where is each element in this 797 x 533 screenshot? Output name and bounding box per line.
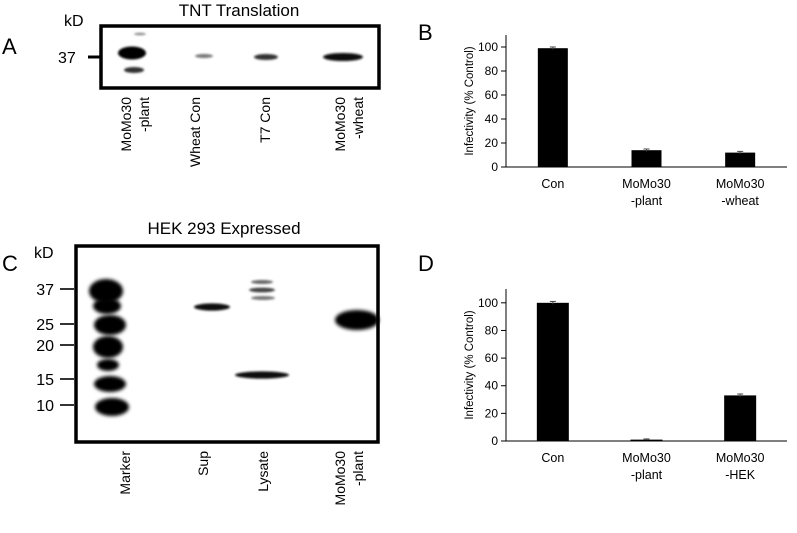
lane-label-line2: -plant (136, 97, 152, 132)
y-tick-label: 80 (485, 323, 499, 337)
marker-37: 37 (36, 282, 54, 299)
lane-label-line2: -plant (350, 451, 366, 486)
lane-label-line1: Marker (117, 451, 133, 495)
y-tick-label: 0 (491, 160, 498, 174)
category-label: MoMo30 (622, 451, 671, 465)
ladder-band (93, 336, 123, 358)
panel-a-lane-labels: MoMo30 -plant Wheat Con T7 Con MoMo30 -w… (118, 97, 366, 167)
panel-d: D Infectivity (% Control) 0 20 40 60 80 100 Con… (418, 251, 787, 482)
bar (537, 48, 568, 168)
panel-b-chart: Infectivity (% Control) 0 20 40 60 80 100 Con Mo… (464, 35, 787, 208)
panel-a: A TNT Translation kD 37 MoMo30 -plant Wh… (2, 1, 381, 167)
category-label: -HEK (725, 468, 756, 482)
marker-15: 15 (36, 372, 54, 389)
band-momo30-wheat (323, 53, 363, 61)
ladder-band (89, 279, 123, 303)
category-label: -plant (631, 194, 663, 208)
lane-label-line1: Sup (195, 451, 211, 476)
panel-a-kd-label: kD (64, 13, 84, 30)
lane-label-line2: -wheat (350, 97, 366, 139)
panel-b: B Infectivity (% Control) 0 20 40 60 80 100 Con… (418, 20, 787, 208)
y-tick-label: 20 (485, 406, 499, 420)
lane-label-line1: T7 Con (257, 97, 273, 143)
y-tick-label: 20 (485, 136, 499, 150)
lane-label-line1: Lysate (255, 451, 271, 492)
ladder-band (97, 359, 119, 371)
bar (725, 152, 756, 167)
panel-c-lane-labels: Marker Sup Lysate MoMo30 -plant (117, 451, 366, 506)
category-label: MoMo30 (716, 451, 765, 465)
band-momo30-plant (335, 310, 379, 330)
category-label: Con (541, 451, 564, 465)
band-sup (194, 303, 230, 311)
panel-c: C HEK 293 Expressed kD 37 25 20 15 10 (2, 219, 380, 506)
panel-c-title: HEK 293 Expressed (147, 219, 300, 238)
band-lysate-mid (251, 296, 275, 300)
lane-label-line1: MoMo30 (332, 451, 348, 506)
marker-ladder (89, 279, 129, 416)
band-lysate-upper (249, 287, 275, 293)
lane-label-line1: MoMo30 (332, 97, 348, 152)
category-label: -wheat (721, 194, 759, 208)
panel-c-blot-frame (74, 244, 380, 444)
category-label: MoMo30 (716, 177, 765, 191)
bar (724, 395, 757, 441)
bar (631, 150, 662, 167)
y-tick-label: 40 (485, 112, 499, 126)
panel-d-letter: D (418, 251, 434, 276)
panel-c-markers: 37 25 20 15 10 (36, 282, 74, 415)
category-label: Con (541, 177, 564, 191)
y-tick-label: 60 (485, 351, 499, 365)
category-label: MoMo30 (622, 177, 671, 191)
panel-c-letter: C (2, 251, 18, 276)
panel-a-title: TNT Translation (179, 1, 300, 20)
marker-25: 25 (36, 317, 54, 334)
panel-a-letter: A (2, 34, 17, 59)
y-tick-label: 40 (485, 379, 499, 393)
ladder-band (94, 315, 126, 335)
panel-d-chart: Infectivity (% Control) 0 20 40 60 80 100 Con Mo… (464, 289, 787, 482)
band-momo30-plant-upper (134, 32, 146, 36)
panel-b-letter: B (418, 20, 433, 45)
panel-c-bands (89, 279, 379, 416)
panel-a-bands (118, 32, 363, 73)
category-label: -plant (631, 468, 663, 482)
band-momo30-plant-main (118, 46, 146, 60)
ladder-band (93, 298, 121, 314)
band-t7-con (254, 54, 278, 60)
y-axis-label: Infectivity (% Control) (464, 46, 476, 155)
panel-c-kd-label: kD (34, 245, 54, 262)
band-lysate-lower (235, 371, 289, 379)
y-tick-label: 80 (485, 64, 499, 78)
band-wheat-con (195, 54, 213, 58)
marker-10: 10 (36, 398, 54, 415)
ladder-band (95, 398, 129, 416)
y-tick-label: 0 (491, 434, 498, 448)
band-lysate-top (251, 280, 273, 284)
y-tick-label: 60 (485, 88, 499, 102)
lane-label-line1: Wheat Con (187, 97, 203, 167)
panel-a-marker-37: 37 (58, 50, 76, 67)
marker-20: 20 (36, 338, 54, 355)
y-tick-label: 100 (478, 296, 498, 310)
y-tick-label: 100 (478, 40, 498, 54)
ladder-band (94, 376, 126, 392)
y-axis-label: Infectivity (% Control) (464, 310, 476, 419)
bar (536, 302, 569, 441)
band-momo30-plant-lower (124, 67, 144, 73)
lane-label-line1: MoMo30 (118, 97, 134, 152)
